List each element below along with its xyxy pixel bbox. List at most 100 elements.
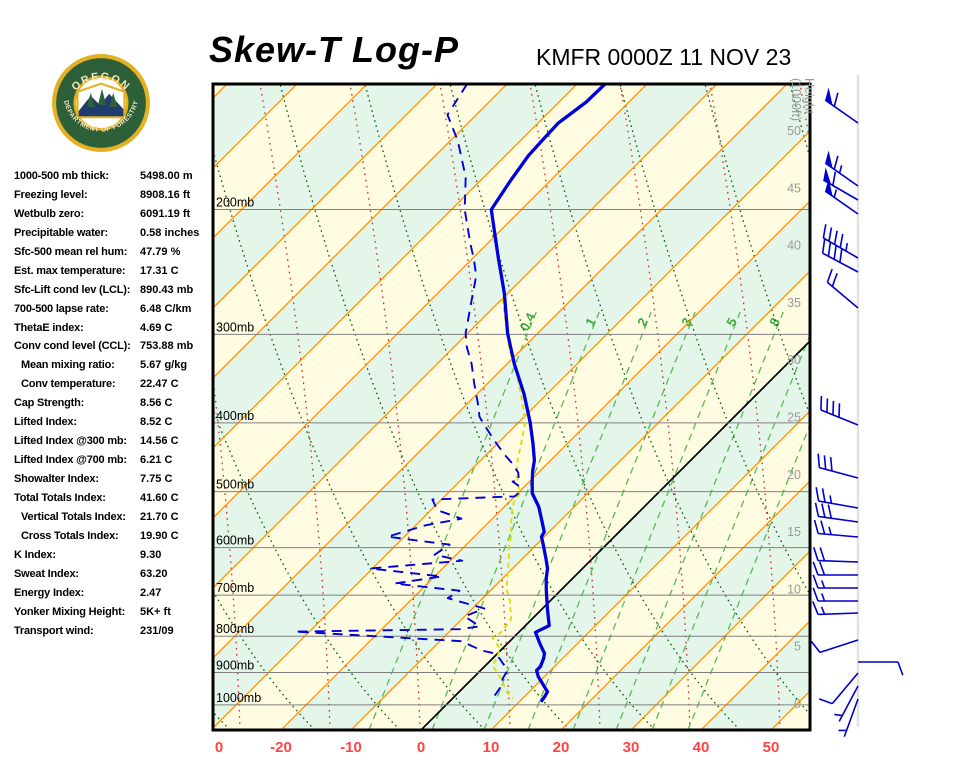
wind-barb [824, 87, 859, 124]
temperature-tick: 50 [763, 739, 780, 756]
temperature-tick: 10 [483, 739, 500, 756]
isotherm [350, 270, 810, 730]
index-value: 2.47 [140, 586, 162, 599]
temperature-tick: -20 [270, 739, 292, 756]
temperature-tick: 40 [693, 739, 710, 756]
index-row: Lifted Index: 8.52 C [14, 414, 214, 433]
odf-logo: OREGON DEPARTMENT OF FORESTRY [52, 54, 150, 152]
index-label: ThetaE index: [14, 321, 84, 334]
temperature-tick: 0 [417, 739, 425, 756]
height-label: 15 [787, 525, 801, 539]
index-value: 231/09 [140, 624, 174, 637]
isotherm [630, 550, 810, 730]
pressure-label: 800mb [216, 622, 254, 636]
index-label: Lifted Index @300 mb: [14, 435, 127, 448]
isotherm [213, 84, 788, 659]
isotherm [560, 480, 810, 730]
index-row: 700-500 lapse rate: 6.48 C/km [14, 301, 214, 320]
index-value: 4.69 C [140, 321, 173, 334]
temperature-tick: -10 [340, 739, 362, 756]
wind-barb [820, 395, 859, 426]
pressure-label: 300mb [216, 320, 254, 334]
logo-landscape [76, 82, 126, 119]
index-label: Wetbulb zero: [14, 207, 84, 220]
index-row: Yonker Mixing Height: 5K+ ft [14, 604, 214, 623]
index-row: Mean mixing ratio: 5.67 g/kg [14, 357, 214, 376]
height-axis-subtitle: (1000ft) [789, 78, 803, 121]
index-label: Sfc-500 mean rel hum: [14, 245, 128, 258]
station-title: KMFR 0000Z 11 NOV 23 [536, 44, 792, 70]
temperature-axis: 0 -20 -10 0 10 20 30 40 50 [215, 739, 780, 756]
index-row: Vertical Totals Index: 21.70 C [14, 509, 214, 528]
index-row: K Index: 9.30 [14, 547, 214, 566]
index-row: Conv temperature: 22.47 C [14, 376, 214, 395]
isotherm [213, 84, 578, 449]
index-row: Cross Totals Index: 19.90 C [14, 528, 214, 547]
wind-barb [815, 487, 859, 509]
index-value: 9.30 [140, 548, 162, 561]
index-value: 6.21 C [140, 454, 173, 467]
index-value: 8908.16 ft [140, 188, 191, 201]
height-label: 5 [794, 640, 801, 654]
wind-barb [834, 685, 859, 722]
index-row: Sfc-Lift cond lev (LCL): 890.43 mb [14, 282, 214, 301]
wind-barbs [810, 87, 904, 737]
index-label: Yonker Mixing Height: [14, 605, 126, 618]
index-label: K Index: [14, 548, 56, 561]
wind-barb [814, 502, 859, 523]
index-row: Energy Index: 2.47 [14, 585, 214, 604]
index-value: 19.90 C [140, 529, 179, 542]
index-value: 0.58 inches [140, 226, 200, 239]
wind-barb [824, 150, 859, 187]
height-label: 0 [794, 697, 801, 711]
height-axis-title: Height [802, 78, 816, 115]
height-label: 20 [787, 468, 801, 482]
index-value: 63.20 [140, 567, 168, 580]
index-row: Showalter Index: 7.75 C [14, 471, 214, 490]
index-row: Conv cond level (CCL): 753.88 mb [14, 338, 214, 357]
pressure-label: 1000mb [216, 691, 261, 705]
wind-barb [822, 224, 859, 259]
index-label: Freezing level: [14, 188, 88, 201]
pressure-label: 400mb [216, 409, 254, 423]
isotherm [490, 410, 810, 730]
index-row: Sweat Index: 63.20 [14, 566, 214, 585]
index-value: 5K+ ft [140, 605, 171, 618]
index-label: Lifted Index: [14, 416, 77, 429]
temperature-tick: 0 [215, 739, 223, 756]
isotherm [213, 84, 368, 239]
index-row: Freezing level: 8908.16 ft [14, 187, 214, 206]
index-label: Est. max temperature: [14, 264, 126, 277]
wind-barb [817, 453, 859, 479]
wind-barb [813, 519, 859, 538]
wind-barb [824, 178, 859, 215]
index-row: Lifted Index @300 mb: 14.56 C [14, 433, 214, 452]
height-label: 45 [787, 181, 801, 195]
page-title: Skew-T Log-P [209, 29, 460, 70]
isotherm [280, 200, 810, 730]
index-value: 47.79 % [140, 245, 181, 258]
wind-barb [858, 661, 904, 676]
wind-barb [812, 601, 859, 616]
index-value: 5498.00 m [140, 170, 193, 182]
index-row: ThetaE index: 4.69 C [14, 320, 214, 339]
pressure-label: 200mb [216, 196, 254, 210]
index-value: 7.75 C [140, 473, 173, 485]
isotherm [213, 130, 810, 729]
index-row: 1000-500 mb thick: 5498.00 m [14, 168, 214, 187]
index-row: Lifted Index @700 mb: 6.21 C [14, 452, 214, 471]
isotherm [213, 84, 508, 379]
height-label: 35 [787, 296, 801, 310]
index-value: 890.43 mb [140, 283, 194, 296]
dewpoint-trace [293, 84, 520, 699]
wind-barb [810, 639, 859, 654]
height-label: 30 [787, 353, 801, 367]
wind-barb [821, 239, 859, 273]
index-value: 22.47 C [140, 378, 179, 391]
index-value: 17.31 C [140, 264, 179, 277]
index-label: Mean mixing ratio: [21, 359, 115, 372]
wind-barb [826, 268, 859, 309]
temperature-tick: 30 [623, 739, 640, 756]
